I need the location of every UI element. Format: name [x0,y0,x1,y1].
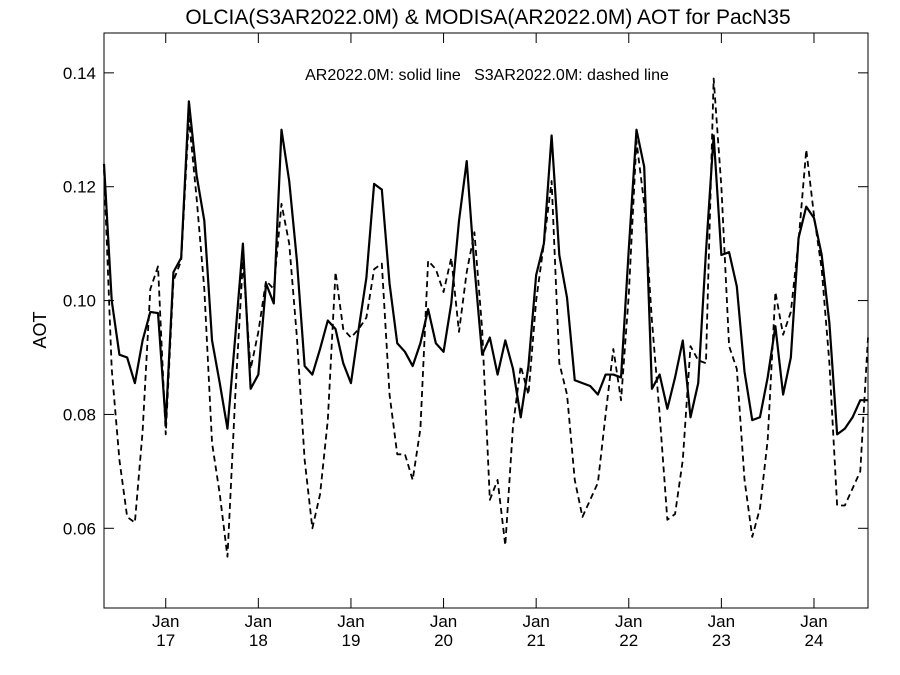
y-tick-label: 0.08 [63,405,96,424]
series-line-s3ar2022-0m-dashed [103,77,869,558]
plot-frame [103,32,869,609]
x-tick-year-label: 23 [712,631,731,650]
y-axis-label: AOT [30,311,50,348]
series-line-ar2022-0m-solid [102,100,868,436]
y-tick-label: 0.06 [63,519,96,538]
x-tick-month-label: Jan [245,612,272,631]
x-tick-month-label: Jan [615,612,642,631]
x-tick-month-label: Jan [708,612,735,631]
x-tick-month-label: Jan [522,612,549,631]
x-tick-year-label: 21 [527,631,546,650]
x-tick-year-label: 18 [249,631,268,650]
x-tick-month-label: Jan [337,612,364,631]
chart-title: OLCIA(S3AR2022.0M) & MODISA(AR2022.0M) A… [185,6,790,29]
x-tick-year-label: 24 [805,631,824,650]
series-layer [102,77,869,558]
x-tick-month-label: Jan [800,612,827,631]
x-tick-year-label: 22 [619,631,638,650]
x-tick-month-label: Jan [152,612,179,631]
y-tick-label: 0.10 [63,292,96,311]
x-tick-year-label: 20 [434,631,453,650]
x-tick-month-label: Jan [430,612,457,631]
line-style-legend: AR2022.0M: solid line S3AR2022.0M: dashe… [305,67,669,84]
y-tick-label: 0.14 [63,64,96,83]
y-tick-label: 0.12 [63,178,96,197]
axes: 0.060.080.100.120.14Jan17Jan18Jan19Jan20… [63,33,868,650]
x-tick-year-label: 17 [156,631,175,650]
x-tick-year-label: 19 [341,631,360,650]
